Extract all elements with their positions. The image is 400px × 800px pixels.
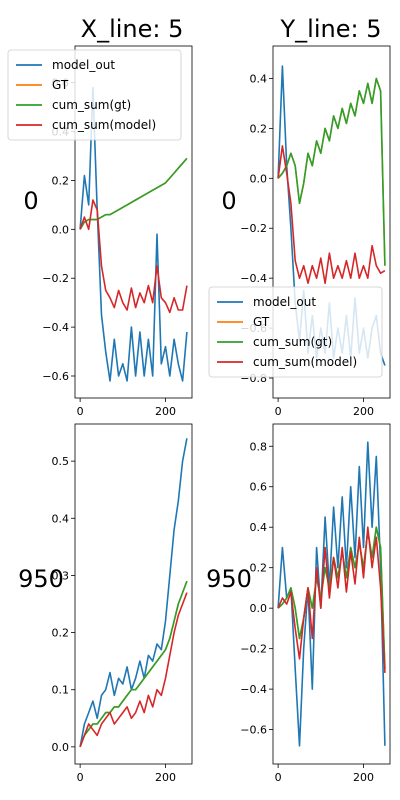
x-tick-label: 200 — [353, 405, 374, 418]
legend-label-cum-sum-model: cum_sum(model) — [52, 118, 156, 132]
x-tick-label: 0 — [275, 771, 282, 784]
y-tick-label: −0.4 — [42, 321, 69, 334]
x-tick-label: 200 — [353, 771, 374, 784]
subplot-1: −0.8−0.6−0.4−0.20.00.20.40200model_outGT… — [208, 45, 391, 418]
x-tick-label: 0 — [275, 405, 282, 418]
y-tick-label: 0.4 — [250, 72, 268, 85]
row-label-right-top: 0 — [221, 187, 236, 215]
y-tick-label: 0.0 — [52, 223, 70, 236]
column-title-x-line: X_line: 5 — [81, 15, 184, 43]
legend-label-cum-sum-model: cum_sum(model) — [253, 355, 357, 369]
y-tick-label: 0.4 — [250, 521, 268, 534]
y-tick-label: 0.0 — [250, 172, 268, 185]
axes-frame — [74, 423, 193, 765]
y-tick-label: 0.3 — [52, 569, 70, 582]
x-tick-label: 0 — [77, 771, 84, 784]
subplot-2: 0.0 0.1 0.2 0.3 0.4 0.5 0 200 — [52, 423, 193, 784]
x-tick-label: 0 — [77, 405, 84, 418]
subplot-3: −0.6 −0.4 −0.2 0.0 0.2 0.4 0.6 0.8 0 200 — [240, 423, 391, 784]
row-label-left-bottom: 950 — [18, 565, 64, 593]
series-group — [79, 438, 188, 748]
x-tick-label: 200 — [155, 405, 176, 418]
series-line-cum-sum-model — [277, 526, 386, 673]
y-tick-label: −0.6 — [240, 724, 267, 737]
legend-box — [208, 286, 383, 378]
series-line-cum-sum-model — [277, 145, 386, 285]
y-tick-label: 0.0 — [250, 602, 268, 615]
series-line-model-out — [79, 438, 188, 748]
series-line-model-out — [277, 441, 386, 747]
series-group — [79, 86, 188, 382]
series-line-cum-sum-model — [79, 199, 188, 314]
legend: model_out GT cum_sum(gt) cum_sum(model) — [208, 286, 383, 378]
y-tick-label: 0.2 — [250, 562, 268, 575]
axes-frame — [272, 45, 391, 399]
legend-label-cum-sum-gt: cum_sum(gt) — [52, 98, 131, 112]
column-title-y-line: Y_line: 5 — [280, 15, 382, 43]
y-tick-label: 0.2 — [52, 627, 70, 640]
y-tick-label: 0.0 — [52, 741, 70, 754]
legend: model_out GT cum_sum(gt) cum_sum(model) — [7, 49, 182, 141]
legend-label-cum-sum-gt: cum_sum(gt) — [253, 335, 332, 349]
subplot-0: −0.6−0.4−0.20.00.20.40.60200model_outGTc… — [7, 45, 193, 418]
legend-label-GT: GT — [52, 78, 69, 92]
y-tick-label: 0.2 — [52, 174, 70, 187]
y-tick-label: 0.4 — [52, 512, 70, 525]
row-label-left-top: 0 — [23, 187, 38, 215]
series-group — [277, 441, 386, 747]
x-tick-label: 200 — [155, 771, 176, 784]
y-tick-label: 0.2 — [250, 122, 268, 135]
axes-frame — [272, 423, 391, 765]
legend-label-model-out: model_out — [253, 295, 316, 309]
y-tick-label: −0.4 — [240, 683, 267, 696]
y-tick-label: 0.1 — [52, 684, 70, 697]
y-tick-label: −0.2 — [42, 272, 69, 285]
series-line-cum-sum-model — [79, 592, 188, 748]
row-label-right-bottom: 950 — [206, 565, 252, 593]
legend-box — [7, 49, 182, 141]
y-tick-label: 0.5 — [52, 455, 70, 468]
y-tick-label: −0.2 — [240, 643, 267, 656]
legend-label-model-out: model_out — [52, 58, 115, 72]
y-tick-label: 0.6 — [250, 481, 268, 494]
y-tick-label: −0.6 — [42, 370, 69, 383]
series-line-cum-sum-gt — [79, 580, 188, 748]
y-tick-label: −0.4 — [240, 272, 267, 285]
axes-frame — [74, 45, 193, 399]
y-tick-label: 0.8 — [250, 440, 268, 453]
series-line-cum-sum-gt — [277, 77, 386, 266]
legend-label-GT: GT — [253, 315, 270, 329]
y-tick-label: −0.2 — [240, 222, 267, 235]
series-line-GT — [79, 580, 188, 748]
